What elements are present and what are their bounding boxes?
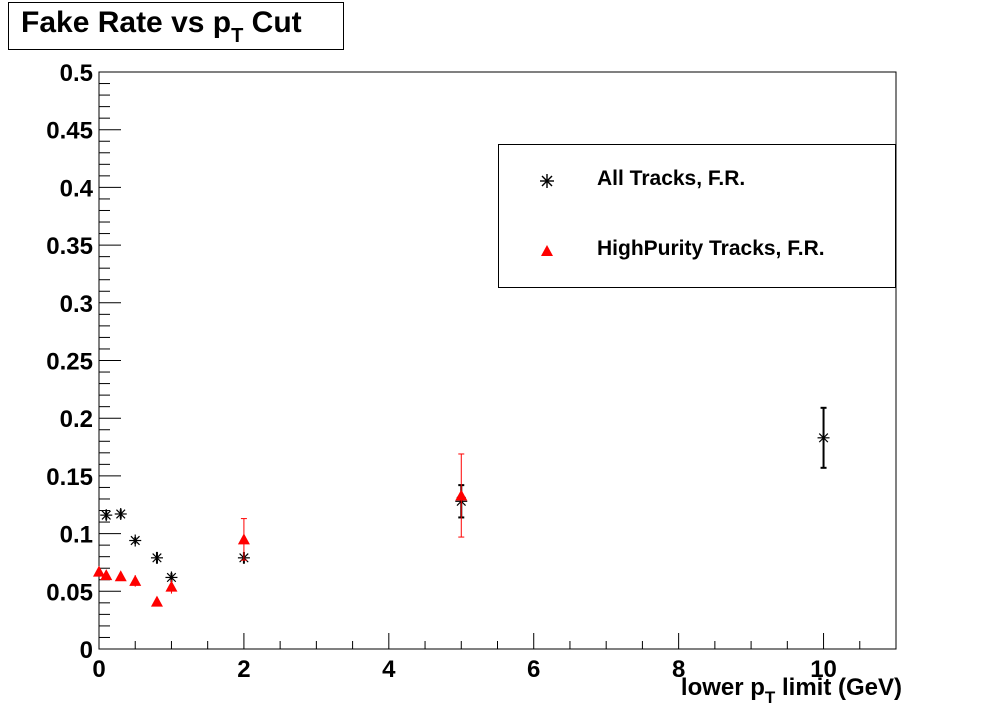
triangle-point xyxy=(165,580,178,592)
asterisk-marker-icon xyxy=(540,174,554,188)
x-axis-label: lower pT limit (GeV) xyxy=(680,674,902,707)
legend-label-all-tracks: All Tracks, F.R. xyxy=(597,167,746,190)
x-tick-label: 4 xyxy=(382,656,396,683)
axis-ticks xyxy=(98,71,897,650)
asterisk-point xyxy=(114,507,127,520)
legend-entry-highpurity-tracks: HighPurity Tracks, F.R. xyxy=(499,231,895,271)
series-all-tracks xyxy=(100,406,830,584)
legend-entry-all-tracks: All Tracks, F.R. xyxy=(499,161,895,201)
y-tick-label: 0 xyxy=(80,637,93,664)
x-tick-label: 6 xyxy=(527,656,540,683)
tick-labels: 0 2 4 6 8 10 0 0.05 0.1 0.15 0.2 0.25 0.3 0.35 0.4 0.45… xyxy=(46,60,837,683)
triangle-point xyxy=(237,533,250,545)
x-axis-label-subscript: T xyxy=(764,688,776,707)
asterisk-point xyxy=(129,534,142,547)
data-points xyxy=(93,406,830,607)
x-axis-label-suffix: limit (GeV) xyxy=(775,674,902,701)
x-tick-label: 10 xyxy=(810,656,837,683)
legend-label-highpurity-tracks: HighPurity Tracks, F.R. xyxy=(597,237,825,260)
x-tick-label: 8 xyxy=(672,656,685,683)
x-tick-label: 0 xyxy=(92,656,105,683)
triangle-marker-icon xyxy=(541,245,553,256)
y-tick-label: 0.25 xyxy=(46,349,93,376)
triangle-point xyxy=(93,565,105,577)
y-tick-label: 0.1 xyxy=(60,522,93,549)
y-tick-label: 0.2 xyxy=(60,406,93,433)
triangle-point xyxy=(150,595,163,607)
triangle-point xyxy=(129,574,142,586)
triangle-point xyxy=(455,489,468,501)
triangle-point xyxy=(114,570,127,582)
x-axis-label-main: lower p xyxy=(680,674,765,701)
y-tick-label: 0.5 xyxy=(60,60,93,87)
y-tick-label: 0.15 xyxy=(46,464,93,491)
chart-title-suffix: Cut xyxy=(243,6,302,39)
chart-title: Fake Rate vs pT Cut xyxy=(8,2,344,50)
x-tick-label: 2 xyxy=(237,656,250,683)
asterisk-point xyxy=(100,509,113,522)
chart-title-subscript: T xyxy=(231,25,244,47)
asterisk-point xyxy=(817,431,830,444)
triangle-point xyxy=(100,569,113,581)
y-tick-label: 0.4 xyxy=(60,175,94,202)
series-highpurity-tracks xyxy=(93,453,468,607)
chart-title-main: Fake Rate vs p xyxy=(21,6,232,39)
asterisk-point xyxy=(150,551,163,564)
y-tick-label: 0.35 xyxy=(46,233,93,260)
legend: All Tracks, F.R. HighPurity Tracks, F.R. xyxy=(498,144,896,288)
y-tick-label: 0.05 xyxy=(46,579,93,606)
y-tick-label: 0.45 xyxy=(46,118,93,145)
y-tick-label: 0.3 xyxy=(60,291,93,318)
